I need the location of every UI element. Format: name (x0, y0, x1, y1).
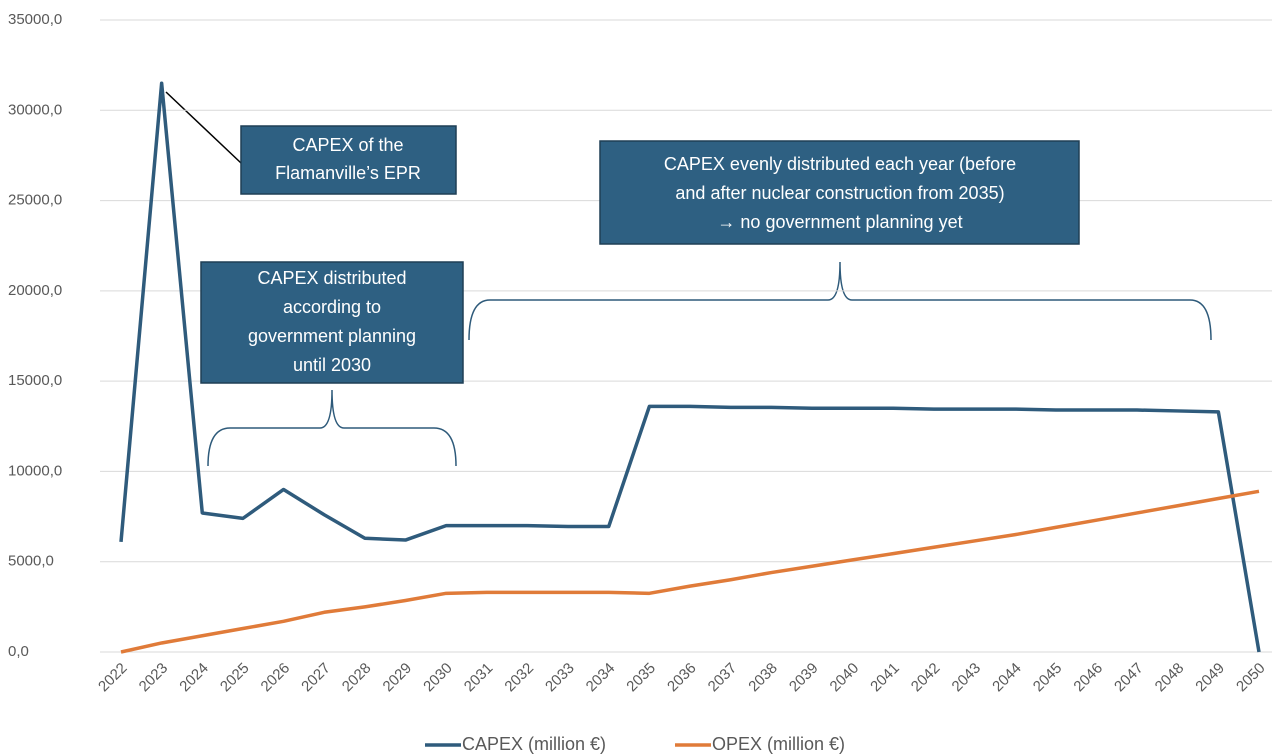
x-tick-label: 2037 (705, 660, 741, 696)
annotation-text: according to (283, 297, 381, 317)
brace (468, 261, 1212, 341)
x-tick-label: 2029 (380, 660, 416, 696)
x-tick-label: 2042 (908, 660, 944, 696)
x-tick-label: 2032 (501, 660, 537, 696)
x-tick-label: 2025 (217, 660, 253, 696)
annotation-text: government planning (248, 326, 416, 346)
x-tick-label: 2039 (786, 660, 822, 696)
x-tick-label: 2038 (745, 660, 781, 696)
y-tick-label: 5000,0 (8, 553, 54, 570)
y-tick-label: 0,0 (8, 643, 29, 660)
y-tick-label: 15000,0 (8, 372, 62, 389)
x-tick-label: 2049 (1192, 660, 1228, 696)
x-tick-label: 2030 (420, 660, 456, 696)
x-tick-label: 2035 (623, 660, 659, 696)
annotation-text: and after nuclear construction from 2035… (675, 183, 1004, 203)
y-tick-label: 25000,0 (8, 192, 62, 209)
legend-label: OPEX (million €) (712, 734, 845, 754)
x-tick-label: 2028 (339, 660, 375, 696)
x-tick-label: 2050 (1233, 660, 1269, 696)
x-tick-label: 2036 (664, 660, 700, 696)
annotation-text: CAPEX evenly distributed each year (befo… (664, 154, 1016, 174)
x-tick-label: 2024 (176, 660, 212, 696)
x-tick-label: 2041 (867, 660, 903, 696)
x-tick-label: 2031 (461, 660, 497, 696)
x-tick-label: 2048 (1152, 660, 1188, 696)
y-tick-label: 10000,0 (8, 462, 62, 479)
annotation-box (200, 261, 464, 384)
x-tick-label: 2027 (298, 660, 334, 696)
x-tick-label: 2033 (542, 660, 578, 696)
x-tick-label: 2026 (258, 660, 294, 696)
annotation-text: Flamanville’s EPR (275, 163, 421, 183)
series-line (120, 489, 1260, 654)
y-tick-label: 20000,0 (8, 282, 62, 299)
x-tick-label: 2040 (827, 660, 863, 696)
x-tick-label: 2023 (136, 660, 172, 696)
annotation-text: CAPEX distributed (257, 268, 406, 288)
brace (207, 389, 457, 467)
annotation-text: → no government planning yet (717, 212, 962, 232)
x-tick-label: 2046 (1070, 660, 1106, 696)
annotation-text: CAPEX of the (292, 135, 403, 155)
annotation-pointer (165, 91, 242, 164)
annotation-box (599, 140, 1080, 245)
y-tick-label: 30000,0 (8, 101, 62, 118)
y-tick-label: 35000,0 (8, 11, 62, 28)
annotation-box (240, 125, 457, 195)
x-tick-label: 2043 (949, 660, 985, 696)
series-line (119, 81, 1261, 653)
x-tick-label: 2034 (583, 660, 619, 696)
annotation-text: until 2030 (293, 355, 371, 375)
x-tick-label: 2047 (1111, 660, 1147, 696)
x-tick-label: 2045 (1030, 660, 1066, 696)
x-tick-label: 2022 (95, 660, 131, 696)
x-tick-label: 2044 (989, 660, 1025, 696)
legend-label: CAPEX (million €) (462, 734, 606, 754)
